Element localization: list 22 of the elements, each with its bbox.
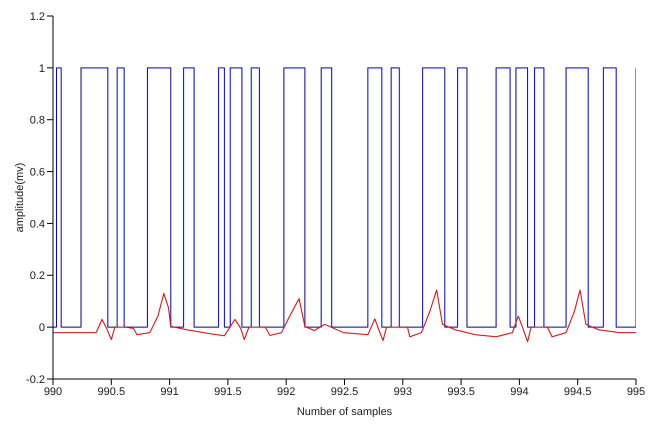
x-axis-title: Number of samples [296,406,393,418]
x-tick-label: 995 [626,386,646,398]
y-axis-title: amplitude(mv) [14,162,26,232]
y-tick-label: 0 [38,322,45,334]
y-tick-label: 0.6 [30,166,45,178]
x-tick-label: 990 [44,386,62,398]
y-tick-label: 0.4 [30,218,45,230]
y-tick-label: 0.8 [30,114,45,127]
x-tick-label: 994 [510,386,529,398]
y-tick-label: 1.2 [30,10,45,23]
x-tick-label: 994.5 [564,386,592,398]
y-tick-label: 0.2 [30,270,45,282]
x-tick-label: 992 [277,386,296,398]
x-tick-label: 990.5 [98,386,126,398]
x-tick-label: 993 [394,386,412,398]
x-tick-label: 991.5 [214,386,242,398]
x-tick-label: 991 [160,386,179,398]
y-tick-label: -0.2 [26,374,45,386]
y-tick-label: 1 [38,62,45,75]
x-tick-label: 992.5 [330,386,358,398]
line-series [53,290,636,342]
x-tick-label: 993.5 [447,386,475,398]
